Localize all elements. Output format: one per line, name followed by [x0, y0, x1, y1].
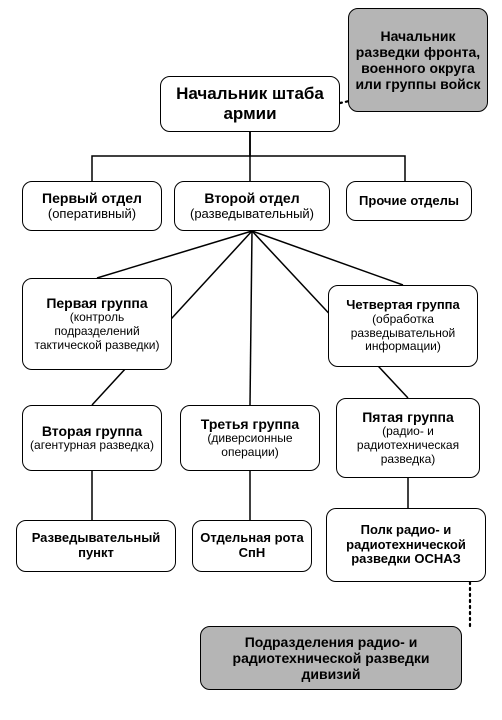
node-grp3-title: Третья группа	[201, 416, 299, 432]
node-grp1-title: Первая группа	[46, 295, 147, 311]
edge-dept2-grp3	[250, 231, 252, 405]
node-spn: Отдельная рота СпН	[192, 520, 312, 572]
node-dept1-sub: (оперативный)	[48, 207, 136, 222]
node-grp5-title: Пятая группа	[362, 409, 454, 425]
node-hq-title: Начальник штаба армии	[167, 84, 333, 123]
node-recon-pt: Разведывательный пункт	[16, 520, 176, 572]
node-grp3-sub: (диверсионные операции)	[187, 432, 313, 460]
node-spn-title: Отдельная рота СпН	[199, 531, 305, 561]
node-dept2-title: Второй отдел	[204, 190, 299, 206]
node-divisions-title: Подразделения радио- и радиотехнической …	[207, 634, 455, 682]
node-grp1: Первая группа (контроль подразделений та…	[22, 278, 172, 370]
node-dept1-title: Первый отдел	[42, 190, 142, 206]
node-grp2: Вторая группа (агентурная разведка)	[22, 405, 162, 471]
edge-dept2-grp1	[97, 231, 252, 278]
node-grp5-sub: (радио- и радиотехническая разведка)	[343, 425, 473, 466]
node-grp1-sub: (контроль подразделений тактической разв…	[29, 311, 165, 352]
node-dept2-sub: (разведывательный)	[190, 207, 314, 222]
edge-hq-deptother	[250, 132, 405, 181]
node-osnaz-title: Полк радио- и радиотехнической разведки …	[333, 523, 479, 568]
node-grp2-title: Вторая группа	[42, 423, 142, 439]
org-chart: Начальник штаба армии Начальник разведки…	[0, 0, 502, 720]
node-dept-other: Прочие отделы	[346, 181, 472, 221]
node-dept-other-title: Прочие отделы	[359, 194, 459, 209]
node-divisions: Подразделения радио- и радиотехнической …	[200, 626, 462, 690]
node-grp4-title: Четвертая группа	[346, 298, 460, 313]
node-grp4-sub: (обработка разведывательной информации)	[335, 313, 471, 354]
edge-hq-dept1	[92, 132, 250, 181]
node-dept1: Первый отдел (оперативный)	[22, 181, 162, 231]
node-osnaz: Полк радио- и радиотехнической разведки …	[326, 508, 486, 582]
node-grp4: Четвертая группа (обработка разведывател…	[328, 285, 478, 367]
node-front-intel: Начальник разведки фронта, военного окру…	[348, 8, 488, 112]
node-hq: Начальник штаба армии	[160, 76, 340, 132]
node-recon-pt-title: Разведывательный пункт	[23, 531, 169, 561]
node-front-intel-title: Начальник разведки фронта, военного окру…	[355, 28, 481, 92]
node-dept2: Второй отдел (разведывательный)	[174, 181, 330, 231]
node-grp5: Пятая группа (радио- и радиотехническая …	[336, 398, 480, 478]
node-grp3: Третья группа (диверсионные операции)	[180, 405, 320, 471]
edge-dept2-grp4	[252, 231, 403, 285]
node-grp2-sub: (агентурная разведка)	[30, 439, 154, 453]
